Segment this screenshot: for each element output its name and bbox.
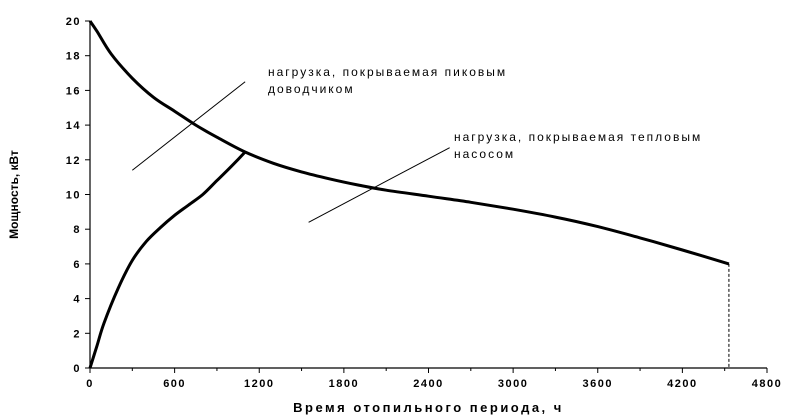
x-tick-label: 3600 bbox=[583, 378, 613, 390]
x-tick-label: 2400 bbox=[413, 378, 443, 390]
x-tick-label: 4200 bbox=[667, 378, 697, 390]
y-tick-label: 2 bbox=[73, 328, 81, 340]
y-tick-label: 6 bbox=[73, 259, 81, 271]
x-tick-label: 0 bbox=[86, 378, 94, 390]
y-tick-label: 14 bbox=[66, 120, 81, 132]
x-tick-label: 1800 bbox=[329, 378, 359, 390]
y-tick-label: 18 bbox=[66, 51, 81, 63]
y-tick-label: 8 bbox=[73, 224, 81, 236]
annotation-label: нагрузка, покрываемая пиковым bbox=[268, 65, 507, 79]
x-tick-label: 1200 bbox=[244, 378, 274, 390]
y-axis-title: Мощность, кВт bbox=[7, 150, 21, 239]
x-axis-title: Время отопильного периода, ч bbox=[293, 400, 564, 415]
annotations: нагрузка, покрываемая пиковым доводчиком н… bbox=[132, 65, 702, 222]
y-tick-label: 10 bbox=[66, 190, 81, 202]
y-tick-label: 12 bbox=[66, 155, 81, 167]
annotation-pointer bbox=[309, 148, 450, 223]
y-tick-label: 20 bbox=[66, 16, 81, 28]
x-tick-label: 600 bbox=[163, 378, 186, 390]
x-tick-label: 4800 bbox=[752, 378, 782, 390]
annotation-label: доводчиком bbox=[268, 82, 355, 96]
y-tick-label: 4 bbox=[73, 294, 81, 306]
annotation-label: насосом bbox=[454, 147, 515, 161]
x-tick-label: 3000 bbox=[498, 378, 528, 390]
y-tick-label: 16 bbox=[66, 85, 81, 97]
y-tick-label: 0 bbox=[73, 363, 81, 375]
annotation-label: нагрузка, покрываемая тепловым bbox=[454, 130, 702, 144]
series-line-heat-pump bbox=[90, 152, 245, 368]
